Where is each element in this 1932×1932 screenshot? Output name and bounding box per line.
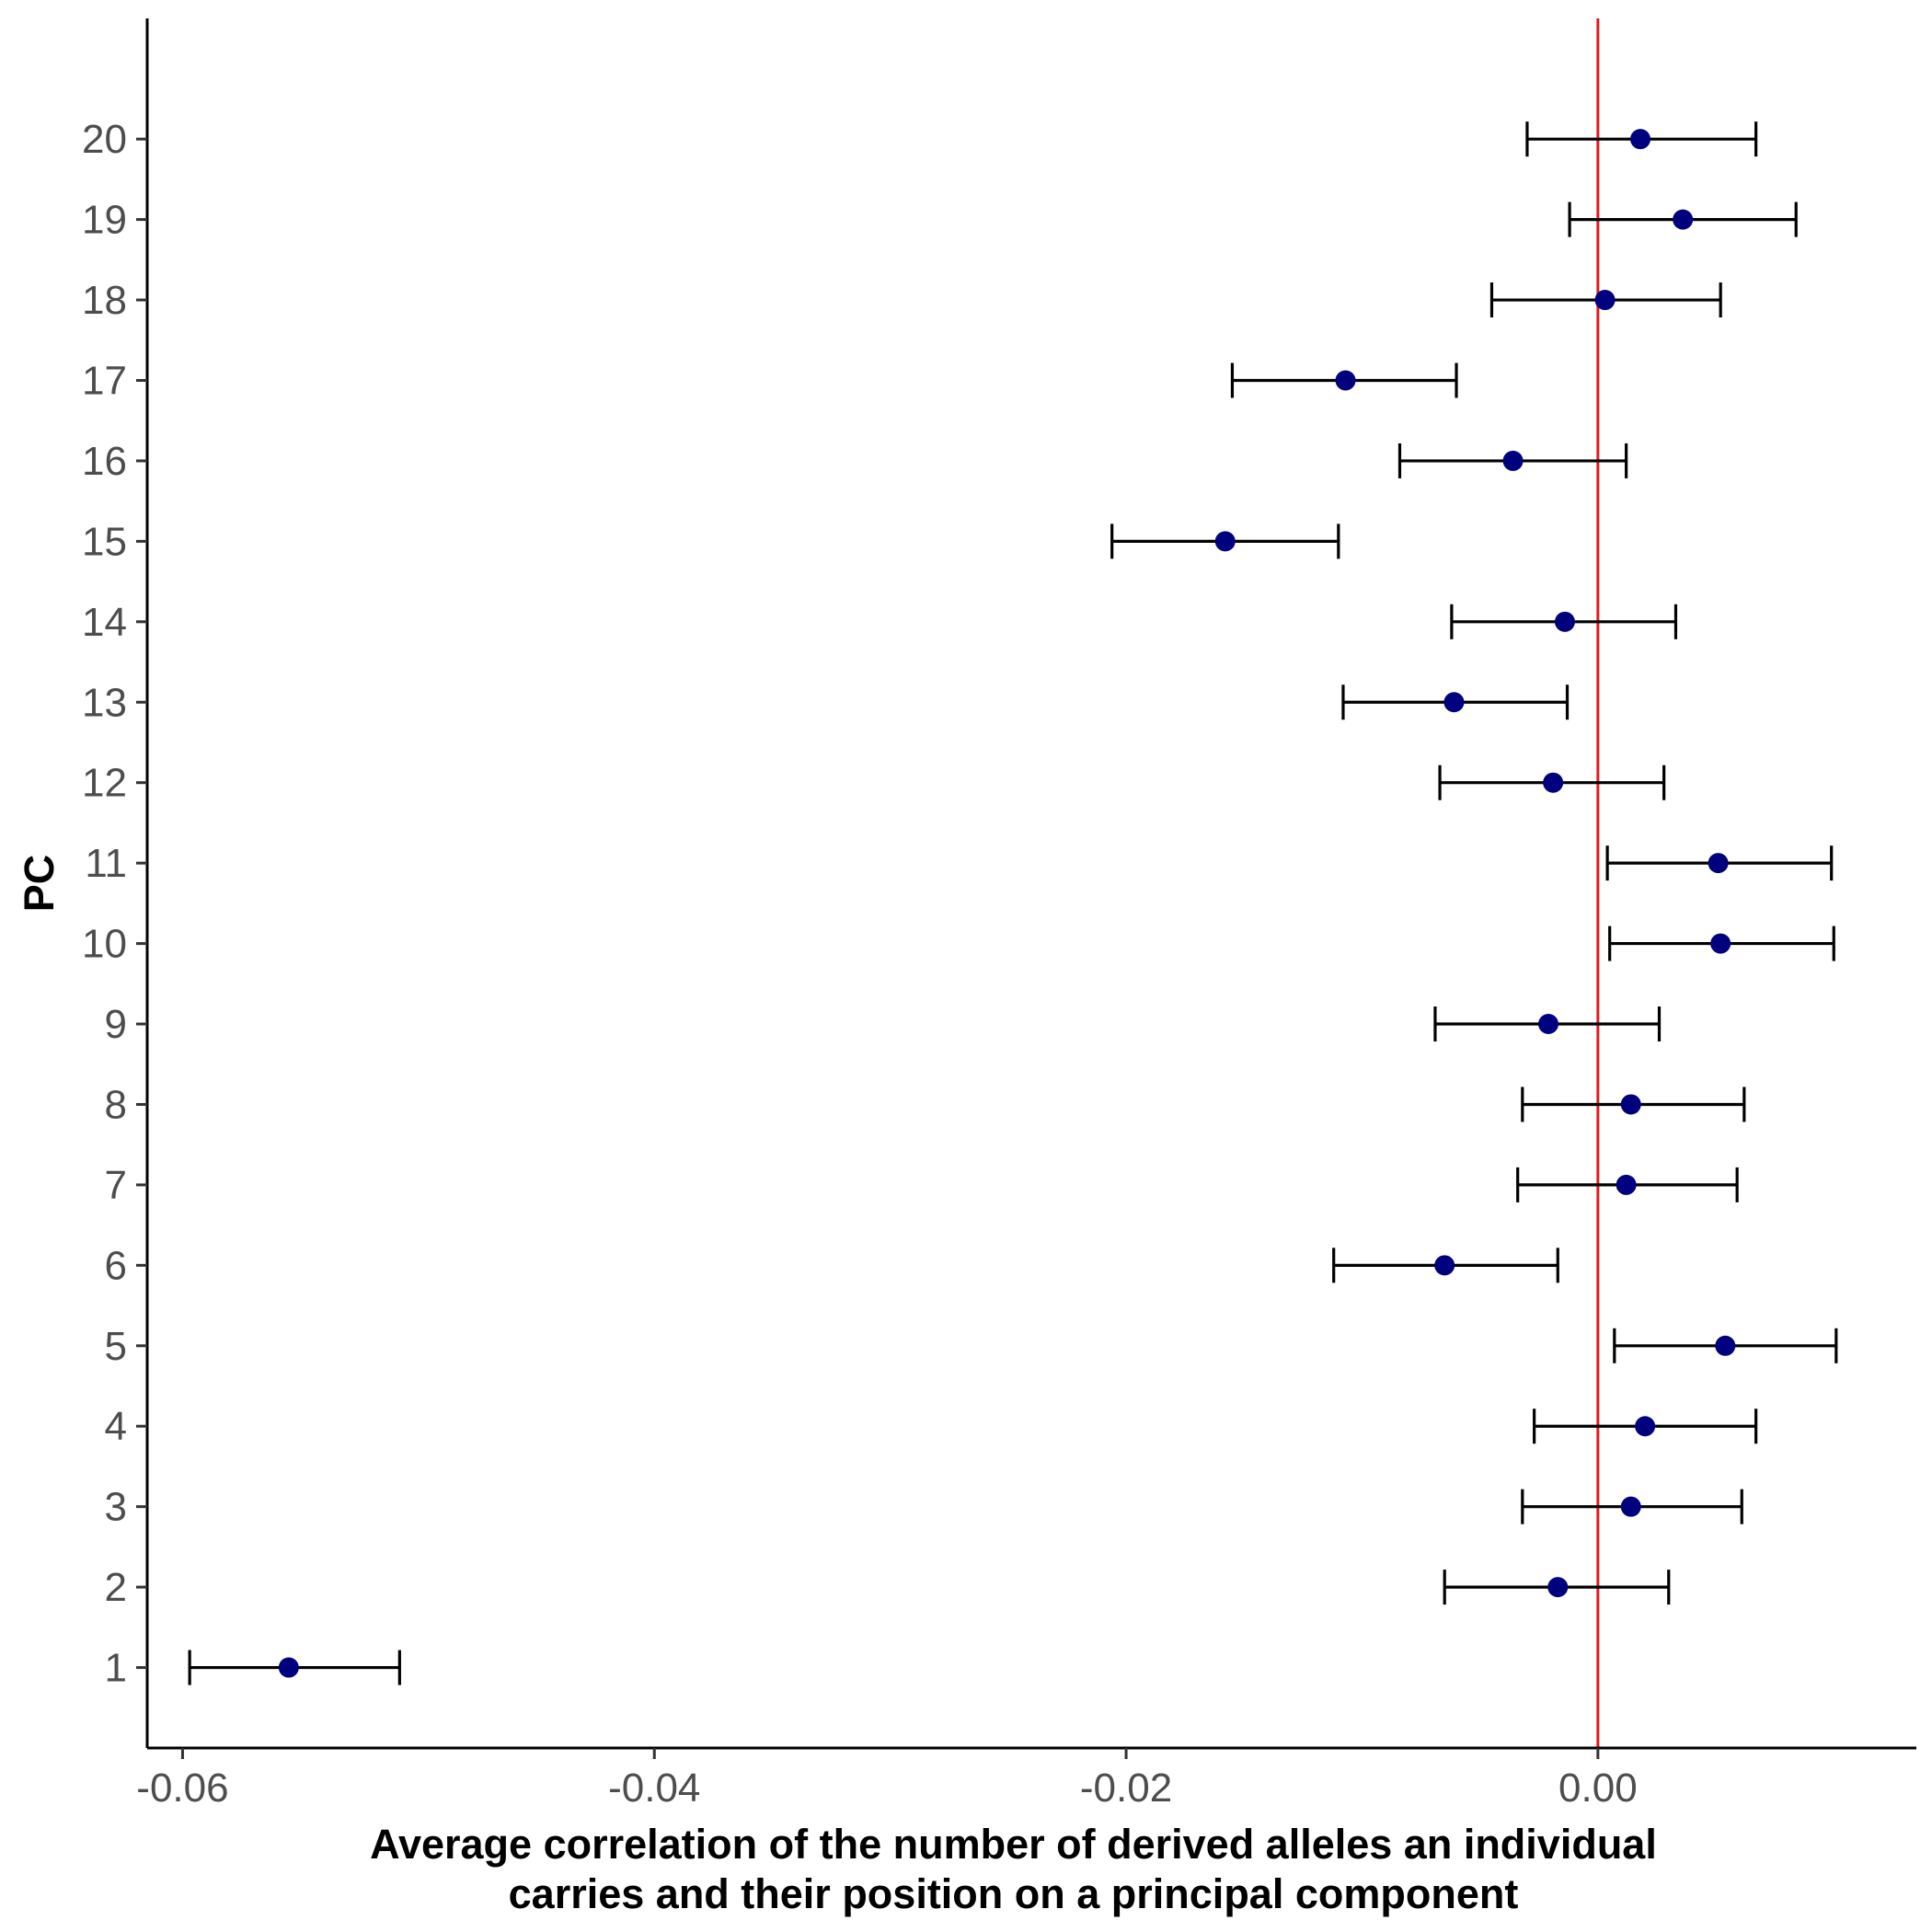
data-point bbox=[1620, 1496, 1641, 1517]
data-point bbox=[1443, 692, 1465, 713]
y-tick-label: 13 bbox=[82, 680, 127, 725]
y-tick-label: 17 bbox=[82, 358, 127, 403]
data-point bbox=[1620, 1094, 1641, 1115]
data-point bbox=[1616, 1174, 1637, 1195]
y-tick-label: 4 bbox=[105, 1404, 127, 1449]
data-point bbox=[1434, 1255, 1455, 1276]
pc-3-estimate bbox=[1521, 1489, 1743, 1524]
y-tick-label: 16 bbox=[82, 439, 127, 484]
data-point bbox=[1554, 611, 1575, 632]
x-axis-title-line-2: carries and their position on a principa… bbox=[509, 1870, 1519, 1917]
pc-11-estimate bbox=[1605, 845, 1834, 881]
y-tick-label: 15 bbox=[82, 519, 127, 564]
data-point bbox=[1708, 853, 1729, 874]
pc-12-estimate bbox=[1438, 765, 1666, 800]
pc-13-estimate bbox=[1341, 684, 1570, 720]
x-tick-label: -0.04 bbox=[608, 1765, 700, 1811]
axes-layer bbox=[145, 18, 1916, 1750]
data-point bbox=[1547, 1577, 1569, 1598]
y-tick-label: 2 bbox=[105, 1565, 127, 1610]
y-axis-title: PC bbox=[16, 855, 63, 913]
pc-7-estimate bbox=[1516, 1167, 1739, 1202]
pc-18-estimate bbox=[1489, 282, 1722, 318]
y-tick-label: 9 bbox=[105, 1002, 127, 1047]
y-tick-label: 20 bbox=[82, 117, 127, 162]
marks-layer bbox=[188, 121, 1838, 1685]
x-tick-label: -0.02 bbox=[1080, 1765, 1172, 1811]
y-tick-label: 1 bbox=[105, 1646, 127, 1691]
y-tick-label: 14 bbox=[82, 600, 127, 645]
pc-6-estimate bbox=[1332, 1248, 1559, 1283]
data-point bbox=[1715, 1335, 1736, 1356]
pc-19-estimate bbox=[1568, 201, 1798, 237]
pc-9-estimate bbox=[1433, 1006, 1662, 1042]
x-tick-label: -0.06 bbox=[136, 1765, 228, 1811]
data-point bbox=[1335, 370, 1356, 391]
data-point bbox=[1710, 933, 1731, 954]
y-tick-label: 6 bbox=[105, 1243, 127, 1288]
x-axis-title-line-1: Average correlation of the number of der… bbox=[370, 1821, 1657, 1868]
data-point bbox=[1502, 450, 1524, 471]
data-point bbox=[1630, 129, 1651, 150]
y-tick-label: 12 bbox=[82, 761, 127, 806]
pc-20-estimate bbox=[1525, 121, 1758, 157]
data-point bbox=[1538, 1014, 1559, 1035]
y-tick-label: 18 bbox=[82, 278, 127, 323]
y-tick-label: 10 bbox=[82, 922, 127, 967]
data-point bbox=[1635, 1416, 1656, 1437]
data-point bbox=[1673, 209, 1694, 230]
y-tick-label: 3 bbox=[105, 1485, 127, 1530]
pc-5-estimate bbox=[1613, 1328, 1838, 1363]
data-point bbox=[1543, 772, 1564, 793]
pc-15-estimate bbox=[1110, 523, 1340, 559]
pc-14-estimate bbox=[1450, 604, 1678, 639]
data-point bbox=[278, 1657, 299, 1678]
x-ticks: -0.06 -0.04 -0.02 0.00 bbox=[136, 1748, 1638, 1811]
y-tick-label: 8 bbox=[105, 1082, 127, 1127]
y-tick-label: 5 bbox=[105, 1324, 127, 1369]
pc-4-estimate bbox=[1533, 1409, 1758, 1444]
pc-16-estimate bbox=[1397, 443, 1628, 478]
pc-2-estimate bbox=[1443, 1570, 1671, 1605]
pc-10-estimate bbox=[1608, 926, 1835, 961]
pc-8-estimate bbox=[1521, 1087, 1746, 1122]
x-tick-label: 0.00 bbox=[1558, 1765, 1638, 1811]
y-tick-label: 7 bbox=[105, 1163, 127, 1208]
data-point bbox=[1214, 531, 1236, 552]
data-point bbox=[1594, 290, 1616, 311]
pc-17-estimate bbox=[1230, 362, 1458, 398]
pc-1-estimate bbox=[188, 1650, 401, 1685]
y-tick-label: 19 bbox=[82, 198, 127, 243]
y-tick-label: 11 bbox=[85, 841, 127, 886]
